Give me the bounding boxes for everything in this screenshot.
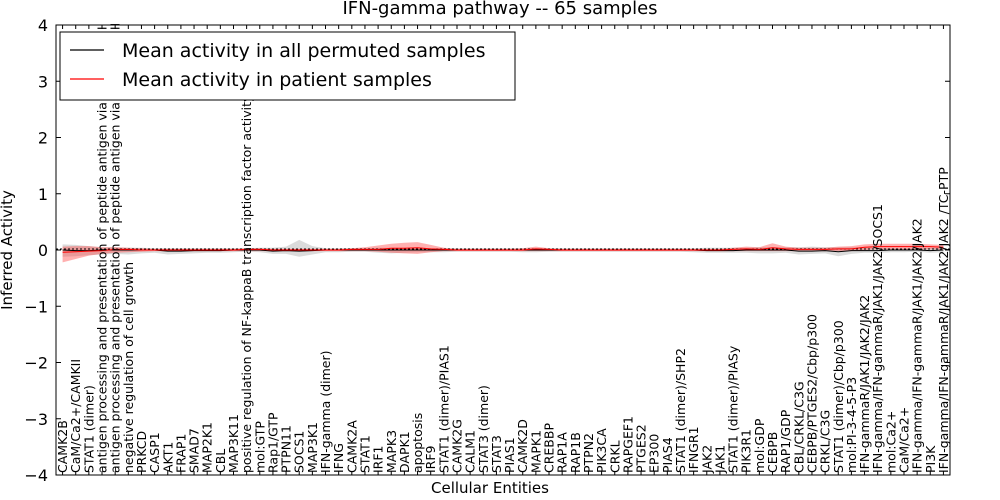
x-category-label: IFNGR1 [686,426,701,473]
x-category-label: mol:GTP [252,421,267,473]
y-tick-label: 4 [38,16,48,35]
x-category-label: IFN-gammaR/JAK1/JAK2/JAK2 [857,295,872,473]
x-category-label: SOCS1 [292,431,307,473]
x-category-label: PIAS1 [502,437,517,473]
x-category-label: IFN-gamma/IFN-gammaR/JAK1/JAK2/JAK2 /TC-… [936,167,951,473]
x-category-label: AKT1 [160,442,175,473]
y-tick-label: 0 [38,241,48,260]
x-category-label: JAK1 [712,445,727,474]
x-category-label: CBL/CRKL/C3G [791,381,806,473]
x-category-label: CEBPB [765,432,780,473]
y-tick-label: −1 [24,297,48,316]
y-axis-label: Inferred Activity [0,190,16,310]
y-tick-label: −2 [24,354,48,373]
y-axis: −4 −3 −2 −1 0 1 2 3 4 [24,16,950,485]
x-category-label: apoptosis [410,413,425,473]
x-category-label: STAT1 (dimer)/PIAS1 [436,345,451,473]
x-category-label: IFN-gamma/IFN-gammaR/JAK1/JAK2/JAK2 [910,218,925,473]
x-category-label: antigen processing and presentation of p… [95,26,110,473]
x-category-label: PTPN11 [279,425,294,473]
x-category-label: IFN-gamma (dimer) [318,351,333,474]
x-category-label: IRF1 [371,445,386,473]
x-category-label: RAP1A [555,432,570,473]
x-category-label: CASP1 [147,432,162,473]
x-category-label: FRAP1 [173,434,188,473]
x-category-label: MAP3K11 [226,414,241,473]
x-category-label: PIAS4 [660,437,675,473]
x-category-label: negative regulation of cell growth [121,262,136,473]
x-category-label: CEBPB/PTGES2/Cbp/p300 [805,314,820,473]
x-category-label: CaM/Ca2+ [897,407,912,473]
x-category-label: STAT1 (dimer)/Cbp/p300 [831,320,846,473]
x-category-label: MAP2K1 [200,422,215,473]
series-line-patient [62,246,944,253]
x-category-label: CRKL/C3G [818,410,833,473]
x-category-label: positive regulation of NF-kappaB transcr… [239,94,254,473]
x-category-label: STAT1 [358,435,373,473]
x-category-label: STAT3 (dimer) [476,385,491,473]
x-category-label: PIK3CA [594,428,609,473]
x-category-label: MAPK3 [384,430,399,473]
x-category-label: CREBBP [542,423,557,473]
x-category-label: STAT1 (dimer)/SHP2 [673,348,688,473]
legend-box [59,31,516,101]
x-category-label: CAMK2G [450,419,465,473]
y-tick-label: −3 [24,410,48,429]
y-tick-label: −4 [24,466,48,485]
x-category-label: CRKL [607,440,622,473]
y-tick-label: 3 [38,72,48,91]
x-category-label: SMAD7 [187,428,202,473]
x-category-label: RAP1B [568,432,583,473]
x-category-label: PTPN2 [581,433,596,473]
x-category-label: IFN-gamma/IFN-gammaR/JAK1/JAK2/SOCS1 [870,204,885,473]
x-category-label: STAT1 (dimer)/PIASy [726,345,741,473]
x-category-label: PI3K [923,445,938,473]
series-lines [62,246,944,253]
x-category-label: CAMK2D [515,419,530,473]
x-category-label: mol:GDP [752,418,767,473]
x-category-label: EP300 [647,434,662,473]
x-category-label: JAK2 [699,445,714,474]
x-category-label: CAMK2A [344,420,359,473]
legend-permuted-label: Mean activity in all permuted samples [122,40,485,62]
permuted-band-area [62,239,944,257]
x-category-label: STAT1 (dimer) [81,385,96,473]
x-category-label: MAPK1 [528,430,543,473]
x-category-label: STAT3 [489,435,504,473]
permuted-spread-band [62,239,944,257]
x-category-label: Rap1/GTP [265,412,280,473]
legend: Mean activity in all permuted samples Me… [59,31,516,101]
x-category-label: IFNG [331,443,346,473]
x-category-label: MAP3K1 [305,422,320,473]
x-category-label: PTGES2 [634,424,649,473]
x-category-label: RAP1/GDP [778,409,793,473]
x-category-label: mol:PI-3-4-5-P3 [844,377,859,473]
x-axis-label: Cellular Entities [431,479,549,497]
x-category-label: IRF9 [423,445,438,473]
legend-patient-label: Mean activity in patient samples [122,69,432,91]
x-category-label: DAPK1 [397,431,412,473]
x-category-label: PIK3R1 [739,429,754,473]
x-category-label: RAPGEF1 [620,416,635,473]
x-category-label: PRKCD [134,431,149,473]
x-category-label: mol:Ca2+ [883,411,898,473]
x-category-label: CaM/Ca2+/CAMKII [68,359,83,473]
chart-title: IFN-gamma pathway -- 65 samples [342,0,657,19]
x-category-label: CAMK2B [55,420,70,473]
y-tick-label: 1 [38,185,48,204]
y-tick-label: 2 [38,129,48,148]
x-category-label: antigen processing and presentation of p… [108,23,123,473]
x-category-label: CALM1 [463,430,478,473]
x-category-label: CBL [213,449,228,473]
